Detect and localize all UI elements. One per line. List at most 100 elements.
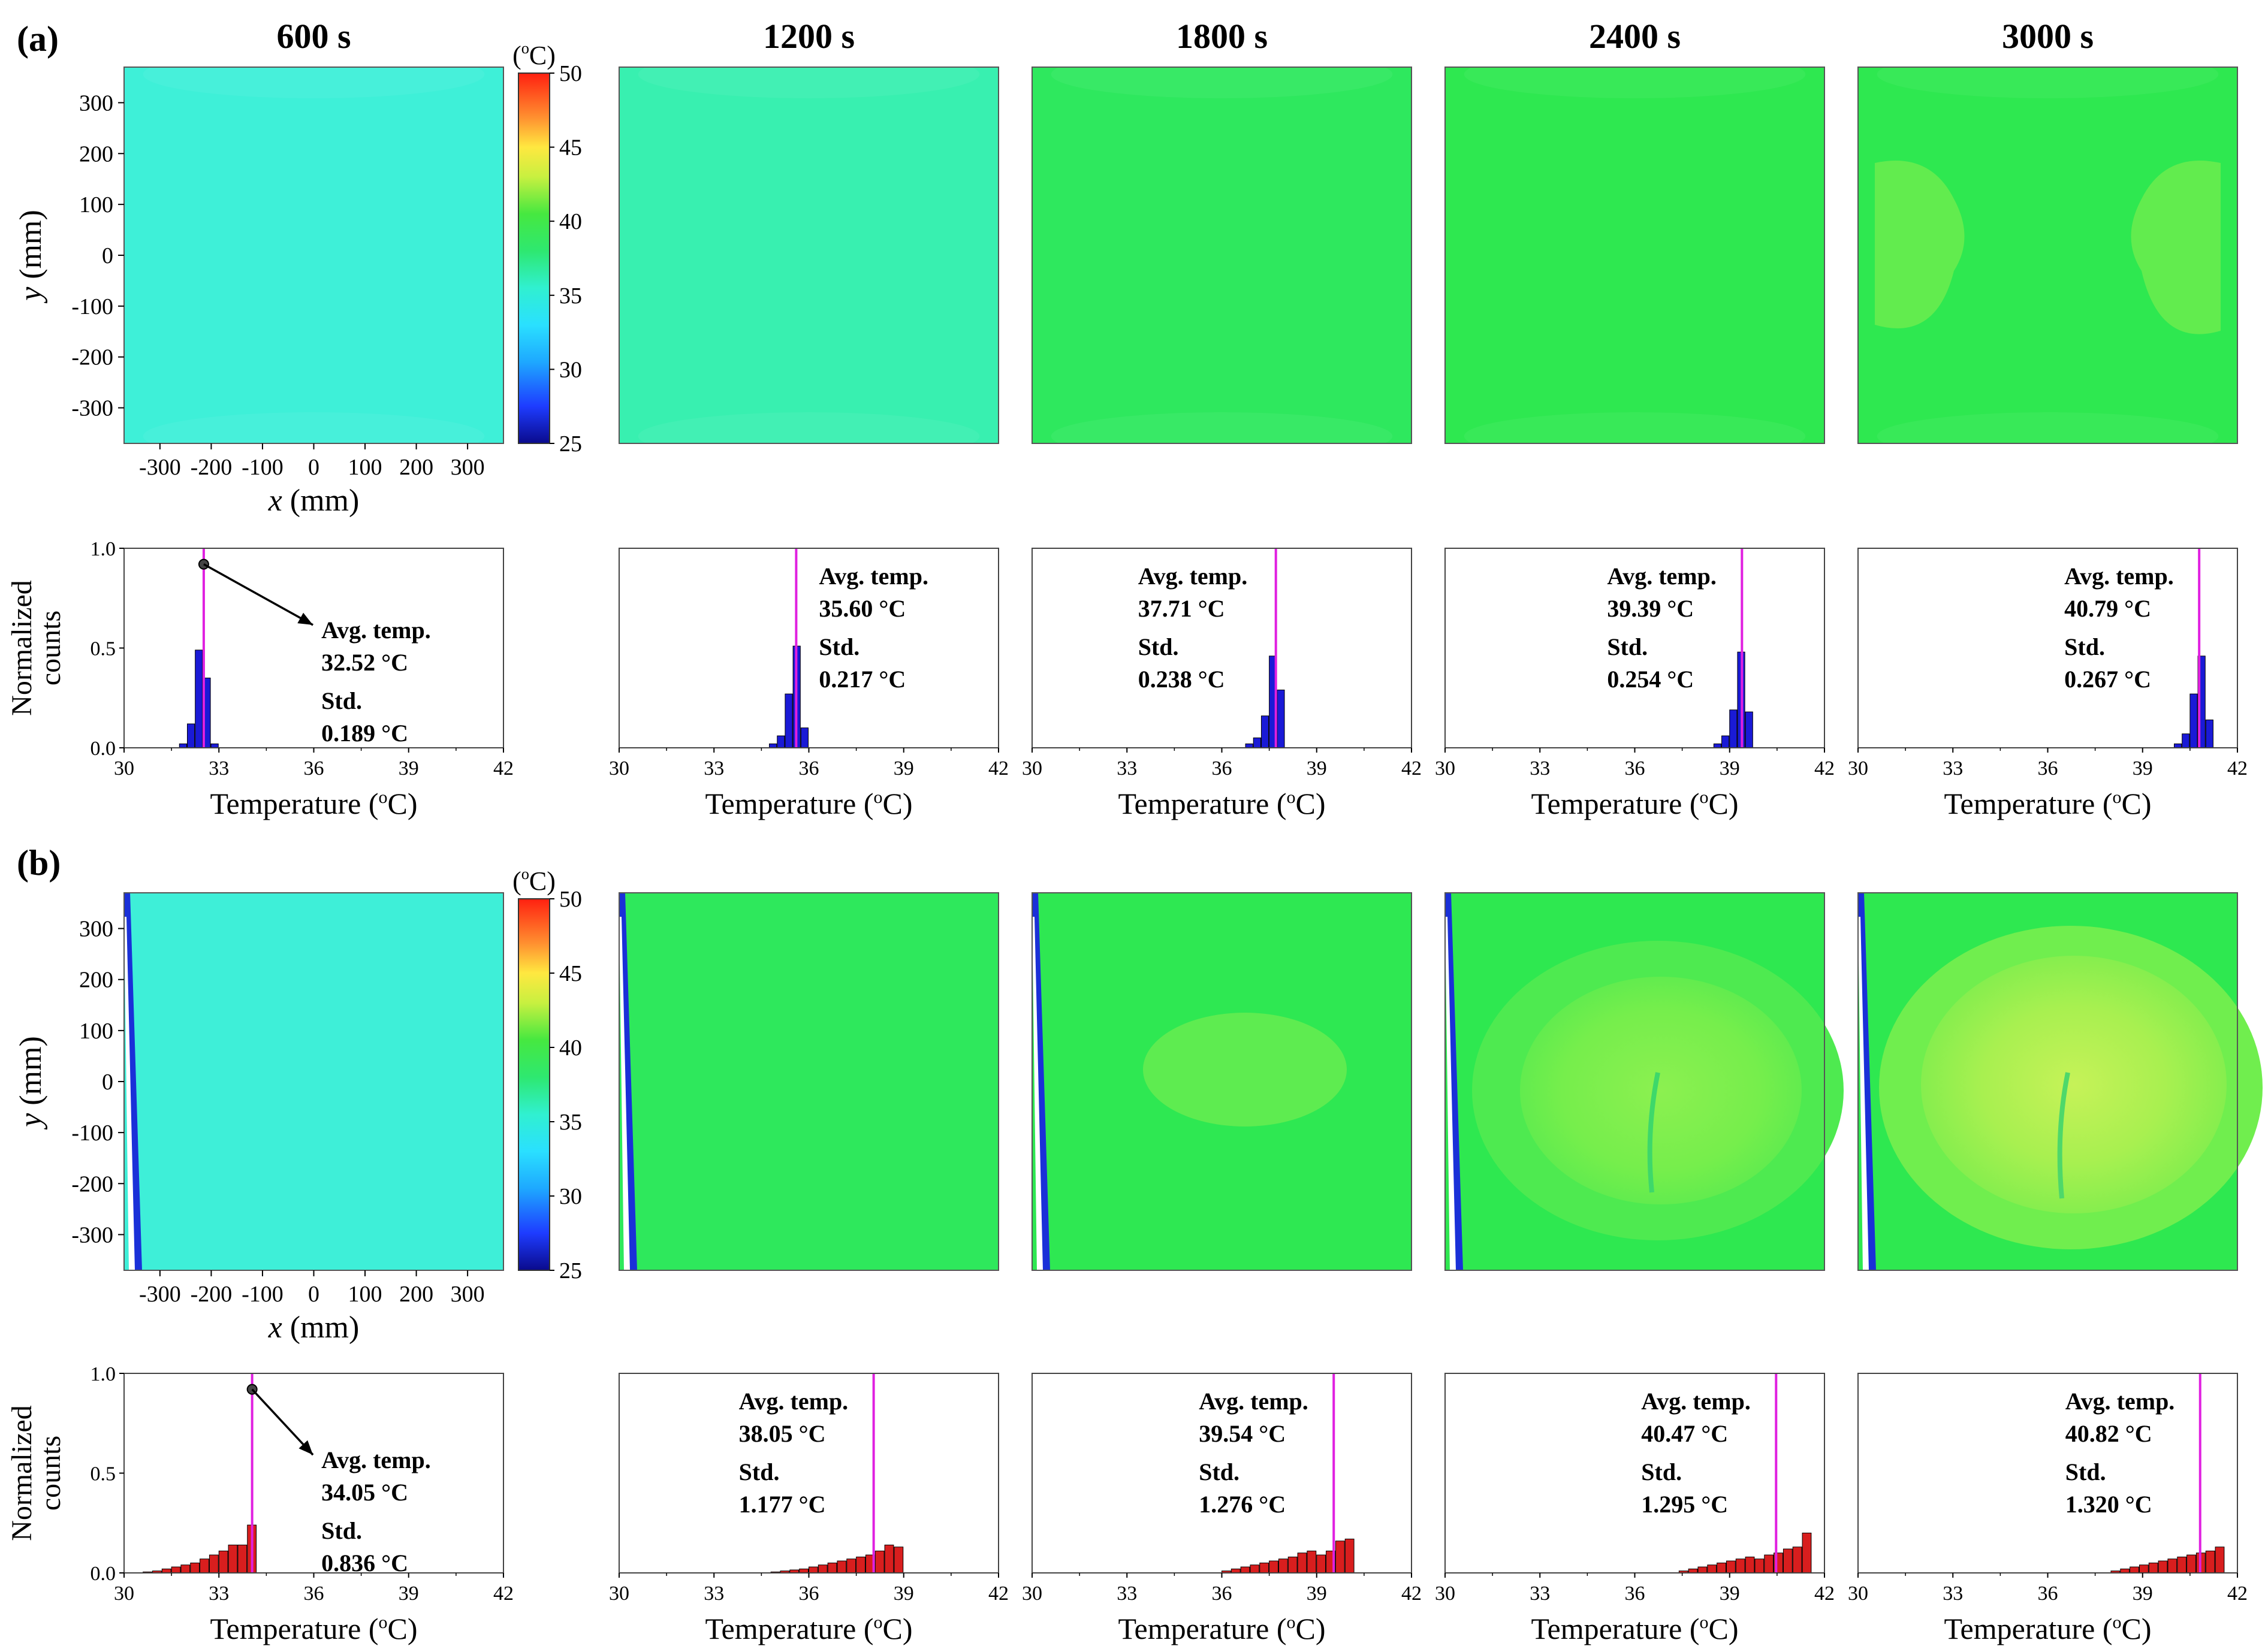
heatmap-edge-band — [1877, 412, 2219, 460]
histogram-bar — [237, 1544, 248, 1574]
avg-temp-label: Avg. temp. — [1607, 563, 1717, 590]
x-tick-label: -100 — [242, 1282, 283, 1307]
histogram-bar — [1278, 1559, 1288, 1574]
x-tick-label: 39 — [894, 1582, 914, 1605]
histogram-bar — [2186, 1554, 2196, 1574]
histogram-bar — [2182, 733, 2190, 748]
histogram-b-1200s: 30 33 36 39 42 Temperature (oC) Avg. temp. 38.0… — [609, 1373, 1009, 1645]
text-part: C) — [883, 1612, 913, 1645]
heatmap-frame — [1032, 892, 1412, 1271]
histogram-bar — [777, 735, 785, 748]
histogram-bar — [187, 723, 195, 748]
degree-superscript: o — [2113, 1612, 2122, 1632]
histogram-bar — [1697, 1566, 1708, 1574]
axis-variable: x — [268, 484, 282, 518]
heatmap-a-2400s — [1444, 50, 1825, 460]
histogram-bar — [180, 1565, 191, 1574]
y-tick-label: -200 — [71, 1171, 113, 1197]
x-tick-label: 30 — [1435, 757, 1455, 780]
std-label: Std. — [321, 687, 362, 714]
colorbar-tick-label: 50 — [559, 887, 582, 912]
avg-temp-value: 32.52 °C — [321, 649, 408, 676]
histogram-frame — [619, 548, 999, 748]
y-tick-label: 0.5 — [91, 1463, 116, 1485]
axis-unit: (mm) — [14, 210, 48, 287]
panel-label-b: (b) — [17, 843, 61, 883]
cold-edge-highlight — [1032, 917, 1043, 1270]
y-axis-label: Normalizedcounts — [6, 1405, 67, 1541]
histogram-frame — [1444, 1373, 1825, 1574]
heatmap-field — [124, 67, 503, 443]
x-tick-label: 42 — [2227, 757, 2248, 780]
heatmap-edge-band — [1051, 50, 1393, 98]
y-tick-label: 0.0 — [91, 738, 116, 760]
histogram-bar — [2130, 1566, 2139, 1574]
histogram-bar — [2205, 719, 2213, 748]
x-tick-label: 39 — [2133, 757, 2153, 780]
x-tick-label: 33 — [209, 757, 229, 780]
avg-temp-value: 37.71 °C — [1138, 595, 1225, 622]
histogram-bar — [800, 727, 809, 748]
y-tick-label: 100 — [79, 192, 113, 218]
x-tick-label: 42 — [493, 757, 514, 780]
x-tick-label: 33 — [1117, 1582, 1137, 1605]
x-axis-label: Temperature (oC) — [1118, 1612, 1325, 1645]
histogram-bar — [2139, 1565, 2149, 1574]
std-value: 1.295 °C — [1641, 1491, 1728, 1518]
colorbar-tick-label: 30 — [559, 1184, 582, 1209]
x-tick-label: 300 — [451, 1282, 485, 1307]
histogram-a-1800s: 30 33 36 39 42 Temperature (oC) Avg. temp. 37.7… — [1022, 548, 1422, 820]
text-part: Temperature ( — [705, 1612, 873, 1645]
x-tick-label: 39 — [1720, 757, 1740, 780]
text-part: Temperature ( — [1531, 1612, 1699, 1645]
histogram-bar — [228, 1544, 238, 1574]
histogram-b-2400s: 30 33 36 39 42 Temperature (oC) Avg. temp. 40.4… — [1435, 1373, 1835, 1645]
histogram-bar — [1802, 1532, 1812, 1574]
histogram-frame — [1857, 548, 2238, 748]
x-tick-label: 200 — [399, 1282, 433, 1307]
histogram-bar — [837, 1560, 847, 1574]
x-tick-label: 39 — [399, 757, 419, 780]
y-tick-label: -300 — [71, 1222, 113, 1248]
x-tick-label: 39 — [1720, 1582, 1740, 1605]
x-tick-label: 42 — [988, 757, 1009, 780]
histogram-a-600s: 30 33 36 39 42 Temperature (oC) Avg. temp. 32.5… — [6, 538, 514, 820]
histogram-bar — [2215, 1547, 2225, 1574]
colorbar-tick-label: 25 — [559, 431, 582, 457]
y-tick-label: 0.0 — [91, 1563, 116, 1585]
x-axis-label: x (mm) — [268, 484, 360, 518]
x-tick-label: 42 — [493, 1582, 514, 1605]
x-tick-label: 39 — [399, 1582, 419, 1605]
x-tick-label: 42 — [1814, 1582, 1835, 1605]
histogram-bar — [2189, 693, 2198, 748]
degree-superscript: o — [874, 1612, 883, 1632]
histogram-bar — [1721, 735, 1730, 748]
warm-region — [1875, 161, 1965, 328]
histogram-a-3000s: 30 33 36 39 42 Temperature (oC) Avg. temp. 40.7… — [1848, 548, 2248, 820]
time-titles: 600 s 1200 s 1800 s 2400 s 3000 s — [276, 17, 2094, 56]
axis-variable: x — [268, 1310, 282, 1345]
std-value: 1.276 °C — [1199, 1491, 1286, 1518]
std-label: Std. — [1607, 633, 1648, 660]
avg-temp-value: 40.47 °C — [1641, 1420, 1728, 1447]
histogram-bar — [1344, 1538, 1355, 1574]
text-part: Temperature ( — [1944, 787, 2112, 820]
text-part: C) — [529, 41, 556, 70]
x-tick-label: 30 — [114, 1582, 134, 1605]
x-tick-label: 36 — [799, 1582, 819, 1605]
std-value: 0.189 °C — [321, 720, 408, 747]
colorbar-b: (oC)50 45 40 35 30 25 — [512, 865, 582, 1283]
x-axis-label: Temperature (oC) — [1118, 787, 1325, 820]
x-tick-label: 30 — [114, 757, 134, 780]
histogram-b-3000s: 30 33 36 39 42 Temperature (oC) Avg. temp. 40.8… — [1848, 1373, 2248, 1645]
text-part: C) — [529, 866, 556, 896]
x-tick-label: -300 — [139, 1282, 181, 1307]
text-part: C) — [883, 787, 913, 820]
x-axis-label: Temperature (oC) — [1944, 787, 2151, 820]
x-tick-label: -100 — [242, 455, 283, 480]
annotation-arrow-line — [251, 1388, 314, 1456]
histogram-bar — [2158, 1560, 2168, 1574]
text-part: C) — [1709, 787, 1739, 820]
